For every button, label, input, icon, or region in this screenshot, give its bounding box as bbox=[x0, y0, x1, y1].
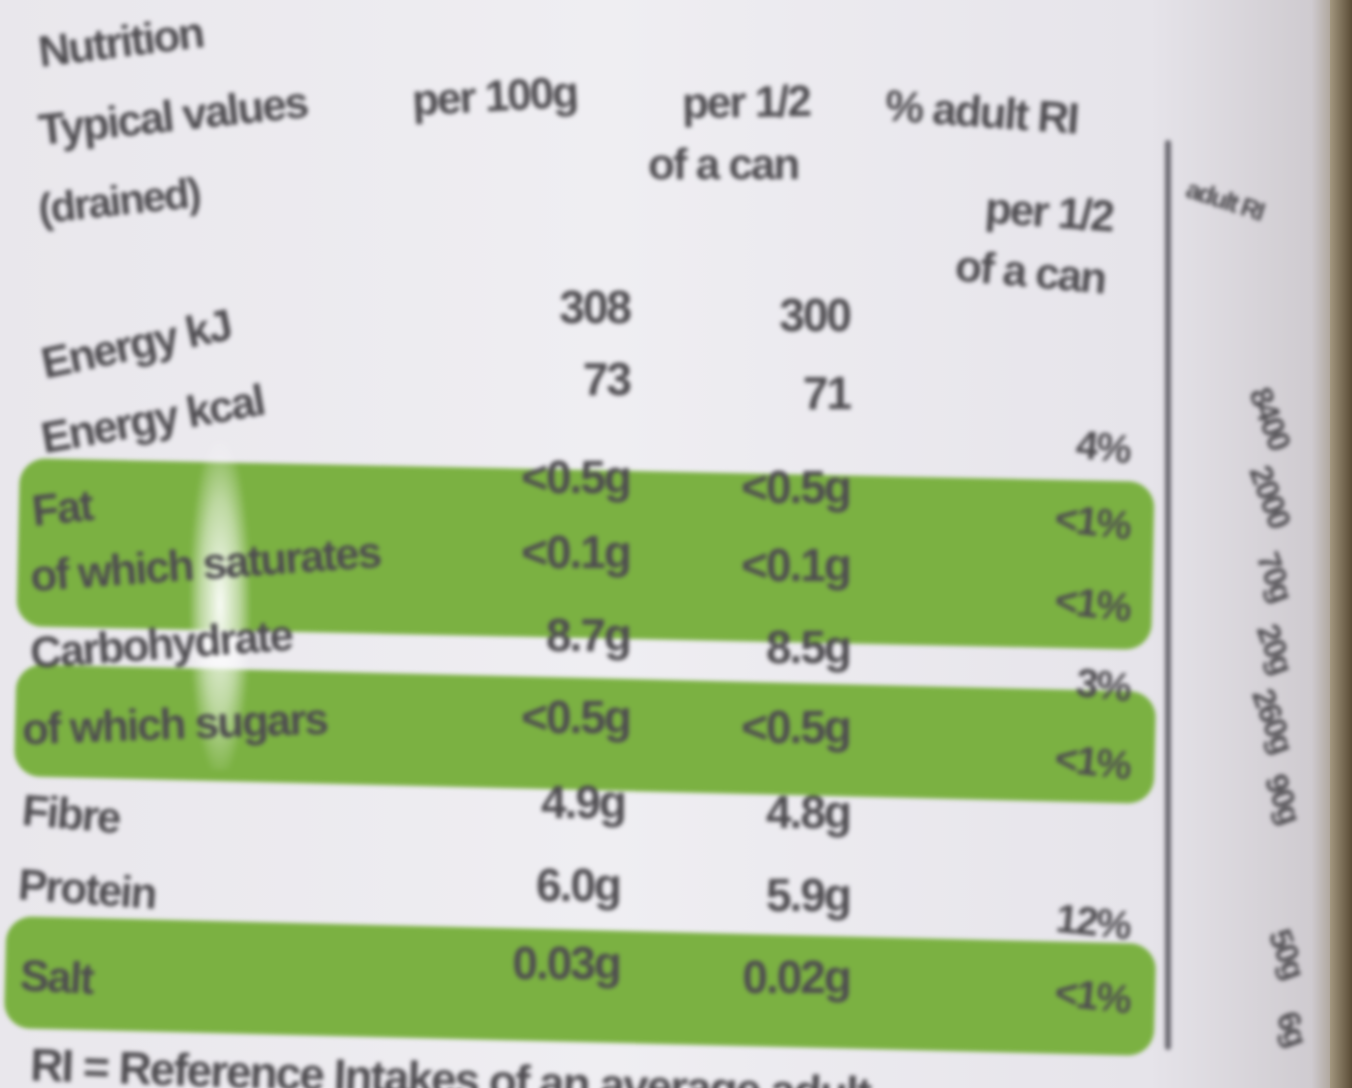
header-per-half-can-line2: of a can bbox=[648, 140, 800, 189]
per100-salt: 0.03g bbox=[512, 937, 622, 989]
light-glare bbox=[190, 440, 250, 770]
header-per-half-can-line1: per 1/2 bbox=[681, 76, 811, 129]
ri-energy: 4% bbox=[1073, 422, 1133, 473]
perhalf-energy-kj: 300 bbox=[779, 289, 852, 341]
adultri-saturates: 20g bbox=[1249, 619, 1301, 678]
perhalf-sugars: <0.5g bbox=[741, 701, 852, 753]
row-name-fat: Fat bbox=[29, 481, 95, 537]
row-name-energy-kj: Energy kJ bbox=[36, 300, 236, 389]
per100-fibre: 4.9g bbox=[540, 776, 627, 828]
can-edge-shadow bbox=[1330, 0, 1352, 1088]
header-per-100g: per 100g bbox=[410, 67, 579, 126]
header-adult-ri: adult RI bbox=[1182, 173, 1268, 227]
row-name-fibre: Fibre bbox=[20, 785, 122, 844]
adultri-salt: 6g bbox=[1269, 1006, 1315, 1051]
per100-fat: <0.5g bbox=[521, 451, 632, 503]
perhalf-fibre: 4.8g bbox=[765, 786, 852, 838]
header-title: Nutrition bbox=[35, 8, 206, 77]
per100-energy-kcal: 73 bbox=[582, 353, 632, 405]
adultri-fat: 70g bbox=[1249, 547, 1301, 606]
adultri-sugars: 90g bbox=[1257, 769, 1309, 828]
adultri-energy-kj: 8400 bbox=[1242, 382, 1298, 455]
perhalf-saturates: <0.1g bbox=[741, 539, 852, 591]
perhalf-fat: <0.5g bbox=[741, 461, 852, 513]
per100-sugars: <0.5g bbox=[521, 691, 632, 743]
row-name-salt: Salt bbox=[18, 951, 94, 1004]
perhalf-carbohydrate: 8.5g bbox=[765, 621, 852, 673]
row-name-protein: Protein bbox=[16, 860, 158, 919]
per100-energy-kj: 308 bbox=[559, 281, 632, 333]
header-drained: (drained) bbox=[35, 168, 202, 233]
header-ri-line1: % adult RI bbox=[883, 81, 1080, 144]
adultri-protein: 50g bbox=[1261, 924, 1313, 983]
header-typical-values: Typical values bbox=[36, 78, 310, 155]
adultri-carbohydrate: 260g bbox=[1244, 683, 1301, 757]
adultri-energy-kcal: 2000 bbox=[1242, 460, 1298, 533]
perhalf-protein: 5.9g bbox=[765, 869, 852, 921]
per100-carbohydrate: 8.7g bbox=[545, 609, 632, 661]
perhalf-salt: 0.02g bbox=[742, 951, 852, 1003]
column-divider bbox=[1165, 140, 1171, 1050]
perhalf-energy-kcal: 71 bbox=[802, 367, 852, 419]
header-ri-line3: of a can bbox=[953, 241, 1108, 304]
per100-saturates: <0.1g bbox=[521, 526, 632, 578]
header-ri-line2: per 1/2 bbox=[983, 183, 1115, 242]
per100-protein: 6.0g bbox=[535, 859, 622, 911]
row-name-sugars: of which sugars bbox=[21, 694, 328, 755]
